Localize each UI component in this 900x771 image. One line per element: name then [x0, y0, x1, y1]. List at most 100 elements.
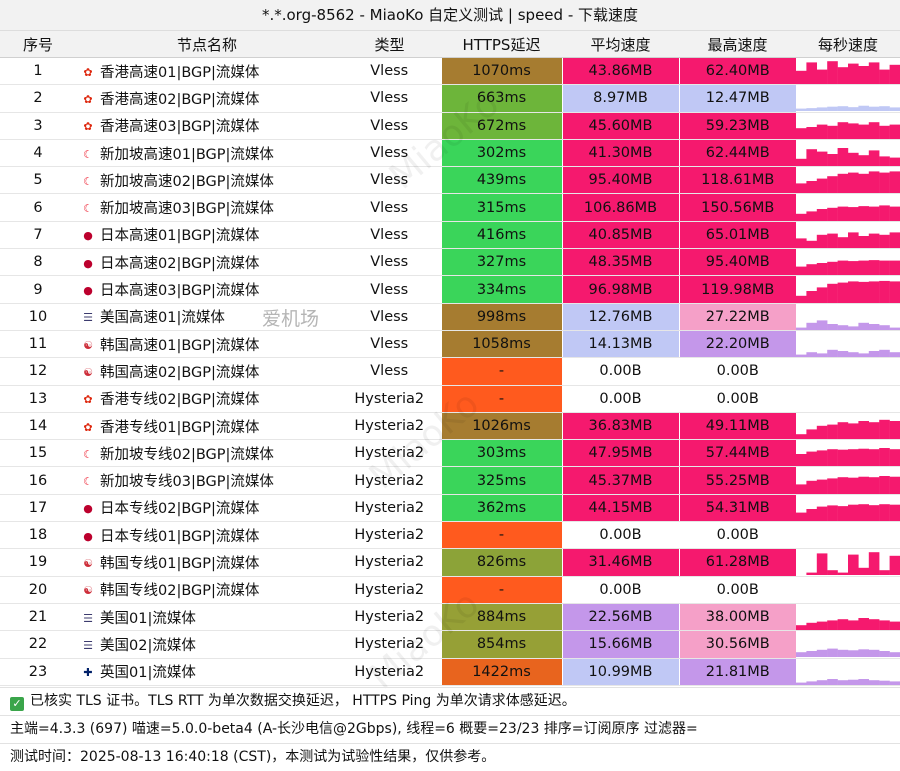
table-body: 1 ✿ 香港高速01|BGP|流媒体 Vless 1070ms 43.86MB 62.40M… [0, 57, 900, 686]
row-https-latency: 826ms [440, 548, 562, 577]
row-speed-sparkline [796, 548, 900, 577]
sparkline-bar [837, 260, 849, 275]
row-avg-speed: 96.98MB [561, 275, 679, 304]
sparkline-bar [827, 283, 838, 303]
sparkline-chart [796, 577, 900, 603]
sparkline-bar [816, 320, 828, 330]
row-https-latency: 303ms [440, 439, 562, 468]
sparkline-bar [837, 679, 849, 685]
sparkline-bar [827, 570, 838, 576]
sparkline-bar [816, 124, 828, 139]
sparkline-bar [889, 621, 900, 630]
flag-icon: ✚ [83, 666, 93, 680]
table-row: 9 ● 日本高速03|BGP|流媒体 Vless 334ms 96.98MB 119.98M… [0, 275, 900, 304]
sparkline-bar [879, 448, 890, 466]
row-id: 6 [0, 193, 76, 222]
table-row: 23 ✚ 英国01|流媒体 Hysteria2 1422ms 10.99MB 21.81MB [0, 658, 900, 686]
sparkline-bar [858, 353, 870, 357]
sparkline-bar [889, 157, 900, 166]
row-max-speed: 0.00B [678, 521, 796, 550]
row-type: Vless [338, 357, 441, 386]
sparkline-bar [806, 181, 818, 193]
flag-icon: ✿ [83, 65, 93, 79]
flag-icon: ☯ [83, 365, 93, 379]
sparkline-bar [796, 434, 807, 439]
sparkline-bar [858, 174, 870, 193]
sparkline-bar [806, 149, 818, 166]
sparkline-bar [879, 325, 890, 330]
row-node-name: ☰ 美国02|流媒体 [76, 630, 338, 659]
node-name-label: 日本高速01|BGP|流媒体 [100, 228, 260, 245]
sparkline-bar [806, 108, 818, 112]
sparkline-chart [796, 419, 900, 439]
row-avg-speed: 44.15MB [561, 494, 679, 523]
sparkline-bar [837, 351, 849, 357]
row-avg-speed: 8.97MB [561, 84, 679, 113]
sparkline-bar [837, 106, 849, 112]
row-type: Hysteria2 [338, 521, 441, 550]
row-node-name: ✚ 英国01|流媒体 [76, 658, 338, 686]
sparkline-bar [858, 449, 870, 466]
sparkline-bar [837, 148, 849, 166]
sparkline-bar [806, 211, 818, 221]
sparkline-bar [848, 620, 859, 630]
sparkline-chart [796, 678, 900, 685]
node-name-label: 韩国专线01|BGP|流媒体 [100, 555, 260, 572]
sparkline-chart [796, 171, 900, 193]
sparkline-bar [806, 681, 818, 685]
sparkline-bar [837, 422, 849, 439]
sparkline-bar [889, 652, 900, 658]
col-type: 类型 [338, 31, 441, 58]
sparkline-bar [858, 618, 870, 630]
row-type: Vless [338, 221, 441, 250]
row-node-name: ● 日本高速02|BGP|流媒体 [76, 248, 338, 277]
flag-icon: ✿ [83, 420, 93, 434]
row-max-speed: 38.00MB [678, 603, 796, 632]
row-type: Hysteria2 [338, 439, 441, 468]
row-https-latency: - [440, 385, 562, 413]
row-avg-speed: 15.66MB [561, 630, 679, 659]
row-id: 11 [0, 330, 76, 359]
sparkline-bar [796, 354, 807, 357]
flag-icon: ☾ [83, 447, 93, 461]
row-speed-sparkline [796, 385, 900, 413]
sparkline-bar [858, 260, 870, 275]
row-speed-sparkline [796, 221, 900, 250]
sparkline-bar [848, 123, 859, 139]
row-speed-sparkline [796, 193, 900, 222]
sparkline-bar [879, 475, 890, 494]
sparkline-chart [796, 522, 900, 548]
row-avg-speed: 36.83MB [561, 412, 679, 441]
node-name-label: 日本高速02|BGP|流媒体 [100, 255, 260, 272]
row-avg-speed: 10.99MB [561, 658, 679, 686]
sparkline-bar [879, 651, 890, 658]
row-type: Vless [338, 166, 441, 195]
sparkline-bar [837, 206, 849, 221]
sparkline-chart [796, 648, 900, 658]
row-node-name: ☾ 新加坡高速02|BGP|流媒体 [76, 166, 338, 195]
row-id: 5 [0, 166, 76, 195]
sparkline-bar [816, 69, 828, 84]
node-name-label: 日本高速03|BGP|流媒体 [100, 283, 260, 300]
sparkline-bar [816, 621, 828, 630]
sparkline-bar [796, 682, 807, 685]
sparkline-bar [827, 176, 838, 193]
row-speed-sparkline [796, 412, 900, 441]
sparkline-chart [796, 61, 900, 84]
sparkline-bar [868, 280, 880, 303]
flag-icon: ✿ [83, 120, 93, 134]
row-speed-sparkline [796, 57, 900, 86]
sparkline-bar [868, 552, 880, 576]
sparkline-bar [816, 151, 828, 166]
table-row: 13 ✿ 香港专线02|BGP|流媒体 Hysteria2-0.00B 0.00B [0, 385, 900, 413]
flag-icon: ● [83, 256, 93, 270]
row-max-speed: 49.11MB [678, 412, 796, 441]
sparkline-bar [796, 213, 807, 221]
sparkline-bar [889, 64, 900, 84]
sparkline-bar [889, 421, 900, 439]
sparkline-bar [806, 352, 818, 357]
sparkline-bar [806, 651, 818, 658]
footer-line3: 测试时间：2025-08-13 16:40:18 (CST)，本测试为试验性结果… [0, 743, 900, 771]
table-row: 16 ☾ 新加坡专线03|BGP|流媒体 Hysteria2 325ms 45.37MB 5… [0, 466, 900, 495]
